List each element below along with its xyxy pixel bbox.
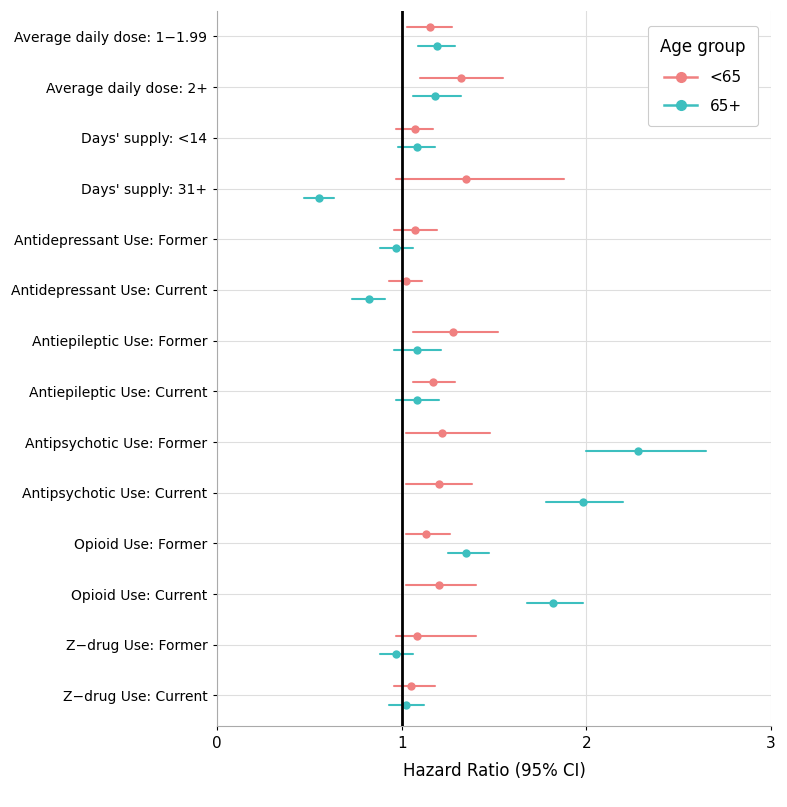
Legend: <65, 65+: <65, 65+: [648, 26, 758, 126]
X-axis label: Hazard Ratio (95% CI): Hazard Ratio (95% CI): [403, 762, 586, 780]
